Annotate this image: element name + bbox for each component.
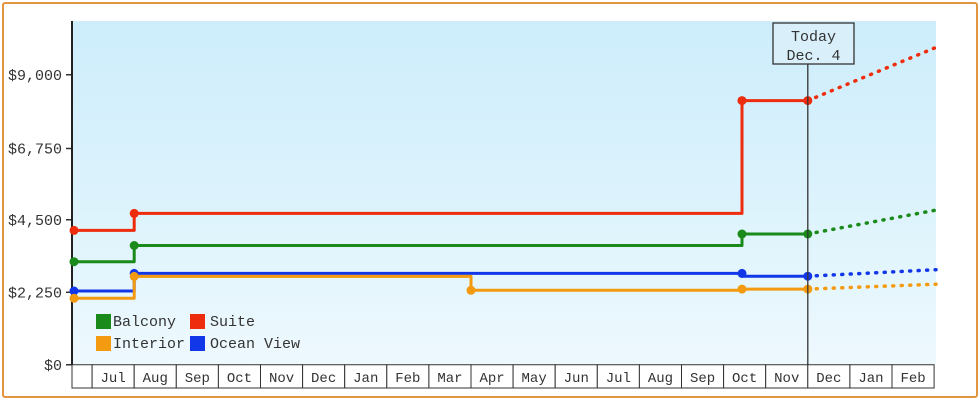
svg-text:Nov: Nov bbox=[774, 371, 799, 387]
svg-text:Mar: Mar bbox=[437, 371, 462, 387]
svg-text:$0: $0 bbox=[44, 358, 62, 375]
svg-text:Dec. 4: Dec. 4 bbox=[786, 48, 840, 65]
svg-text:$2,250: $2,250 bbox=[8, 286, 62, 303]
svg-text:Dec: Dec bbox=[816, 371, 841, 387]
svg-text:Aug: Aug bbox=[143, 371, 168, 387]
svg-text:May: May bbox=[522, 371, 547, 387]
svg-text:Sep: Sep bbox=[690, 371, 715, 387]
svg-text:$6,750: $6,750 bbox=[8, 142, 62, 159]
svg-text:Jul: Jul bbox=[101, 371, 126, 387]
svg-text:Feb: Feb bbox=[395, 371, 420, 387]
svg-text:Jun: Jun bbox=[564, 371, 589, 387]
svg-text:Jan: Jan bbox=[353, 371, 378, 387]
svg-text:$4,500: $4,500 bbox=[8, 213, 62, 230]
svg-text:Aug: Aug bbox=[648, 371, 673, 387]
svg-text:Feb: Feb bbox=[900, 371, 925, 387]
svg-text:Oct: Oct bbox=[227, 371, 252, 387]
svg-text:Apr: Apr bbox=[479, 371, 504, 387]
svg-text:Suite: Suite bbox=[210, 314, 255, 331]
svg-text:Ocean View: Ocean View bbox=[210, 336, 300, 353]
svg-text:Today: Today bbox=[791, 29, 836, 46]
svg-text:Dec: Dec bbox=[311, 371, 336, 387]
svg-text:Oct: Oct bbox=[732, 371, 757, 387]
svg-text:Interior: Interior bbox=[113, 336, 185, 353]
svg-text:Balcony: Balcony bbox=[113, 314, 176, 331]
svg-text:$9,000: $9,000 bbox=[8, 68, 62, 85]
svg-text:Jul: Jul bbox=[606, 371, 631, 387]
svg-text:Jan: Jan bbox=[858, 371, 883, 387]
svg-text:Nov: Nov bbox=[269, 371, 294, 387]
svg-text:Sep: Sep bbox=[185, 371, 210, 387]
